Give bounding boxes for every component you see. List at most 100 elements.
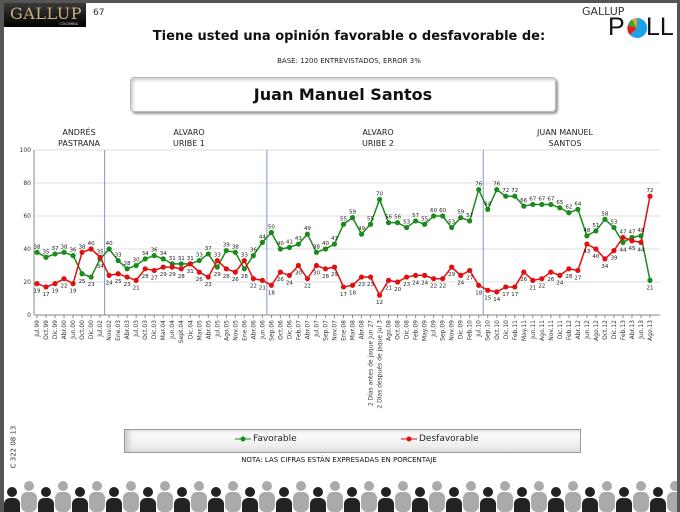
data-label: 38 [34, 244, 41, 250]
person-silhouette-body [599, 492, 615, 512]
x-tick-label: Sep.07 [322, 320, 329, 341]
data-label: 40 [106, 241, 113, 247]
person-silhouette-body [310, 498, 326, 512]
x-tick-label: Dic.11 [557, 320, 564, 339]
data-label: 26 [196, 277, 203, 283]
x-tick-label: Abr.13 [629, 320, 636, 340]
x-tick-label: Dic.00 [88, 320, 95, 339]
data-point-favorable [260, 240, 265, 245]
person-silhouette-body [548, 498, 564, 512]
data-label: 38 [61, 244, 68, 250]
person-silhouette-body [293, 492, 309, 512]
data-label: 15 [484, 295, 491, 301]
data-label: 26 [547, 277, 554, 283]
person-silhouette-body [327, 492, 343, 512]
data-point-favorable [368, 222, 373, 227]
data-label: 49 [358, 226, 365, 232]
slide: GALLUP COLOMBIA 67 GALLUP P LL Tiene ust… [4, 3, 677, 512]
person-silhouette [517, 487, 527, 497]
data-point-favorable [539, 202, 544, 207]
person-silhouette [143, 487, 153, 497]
data-label: 34 [97, 264, 104, 270]
data-point-favorable [107, 246, 112, 251]
data-point-desfavorable [386, 278, 391, 283]
data-point-favorable [485, 207, 490, 212]
data-point-desfavorable [224, 266, 229, 271]
data-point-desfavorable [566, 266, 571, 271]
x-tick-label: Sep.09 [440, 320, 447, 341]
person-silhouette-body [38, 498, 54, 512]
data-label: 23 [205, 282, 212, 288]
data-label: 18 [475, 290, 482, 296]
data-label: 49 [304, 226, 311, 232]
data-point-desfavorable [107, 273, 112, 278]
person-silhouette-body [582, 498, 598, 512]
x-tick-label: Mar.05 [196, 320, 203, 340]
data-label: 23 [358, 282, 365, 288]
person-silhouette [126, 481, 136, 491]
data-point-desfavorable [431, 276, 436, 281]
data-point-desfavorable [359, 274, 364, 279]
person-silhouette-body [565, 492, 581, 512]
data-point-desfavorable [61, 276, 66, 281]
x-tick-label: Dic.99 [52, 320, 59, 339]
data-point-favorable [386, 220, 391, 225]
data-point-favorable [197, 258, 202, 263]
data-point-desfavorable [197, 270, 202, 275]
data-point-favorable [503, 194, 508, 199]
data-label: 40 [277, 241, 284, 247]
x-tick-label: Feb.11 [512, 320, 519, 340]
data-label: 29 [214, 272, 221, 278]
person-silhouette-body [344, 498, 360, 512]
data-label: 17 [511, 292, 518, 298]
x-tick-label: Ago.13 [647, 320, 654, 341]
data-point-favorable [143, 256, 148, 261]
x-tick-label: Abr.12 [575, 320, 582, 340]
x-tick-label: Oct.12 [602, 320, 609, 340]
data-label: 24 [286, 280, 293, 286]
person-silhouette-body [429, 492, 445, 512]
data-label: 50 [268, 225, 275, 231]
data-label: 47 [619, 229, 626, 235]
person-silhouette-body [72, 498, 88, 512]
data-label: 43 [295, 236, 302, 242]
data-label: 48 [637, 228, 644, 234]
data-label: 45 [628, 246, 635, 252]
data-point-desfavorable [458, 273, 463, 278]
data-point-desfavorable [269, 283, 274, 288]
data-point-desfavorable [530, 278, 535, 283]
person-silhouette [279, 487, 289, 497]
x-tick-label: Ago.12 [593, 320, 600, 341]
x-tick-label: Mar.04 [160, 320, 167, 340]
data-label: 19 [34, 289, 41, 295]
person-silhouette [160, 481, 170, 491]
data-label: 60 [430, 208, 437, 214]
data-point-desfavorable [278, 270, 283, 275]
data-point-desfavorable [395, 279, 400, 284]
data-label: 21 [529, 285, 536, 291]
x-tick-label: Ago.11 [539, 320, 546, 341]
y-tick-label: 0 [27, 312, 31, 319]
data-label: 12 [376, 300, 383, 306]
data-point-favorable [233, 250, 238, 255]
data-point-favorable [152, 253, 157, 258]
data-label: 17 [43, 292, 50, 298]
data-label: 55 [421, 216, 428, 222]
data-point-desfavorable [512, 284, 517, 289]
data-label: 65 [556, 200, 563, 206]
data-point-desfavorable [287, 273, 292, 278]
data-point-desfavorable [179, 266, 184, 271]
data-label: 26 [520, 277, 527, 283]
person-silhouette-body [123, 492, 139, 512]
data-point-desfavorable [548, 270, 553, 275]
x-tick-label: Oct.03 [142, 320, 149, 340]
data-point-favorable [88, 274, 93, 279]
data-label: 21 [385, 285, 392, 291]
data-point-desfavorable [79, 250, 84, 255]
data-point-favorable [377, 197, 382, 202]
data-point-desfavorable [125, 274, 130, 279]
person-silhouette-body [446, 498, 462, 512]
legend-favorable: Favorable [235, 434, 297, 444]
data-point-favorable [530, 202, 535, 207]
data-label: 59 [349, 210, 356, 216]
